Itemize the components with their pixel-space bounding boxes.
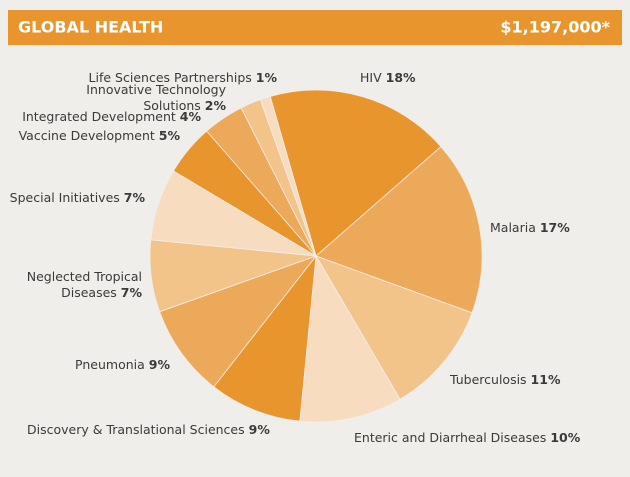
slice-label-name: Vaccine Development	[19, 128, 155, 143]
slice-label-name: Special Initiatives	[10, 190, 120, 205]
slice-label-name: Tuberculosis	[449, 372, 527, 387]
pie-slice	[159, 255, 318, 388]
slice-label-value: 11%	[531, 372, 561, 387]
chart-subtitle: $1,197,000*	[500, 18, 610, 37]
slice-label-name: Innovative Technology	[86, 82, 226, 97]
header-bar	[8, 10, 622, 45]
slice-label-name: Malaria	[490, 220, 536, 235]
chart-title: GLOBAL HEALTH	[18, 18, 163, 37]
slice-label-name: Integrated Development	[22, 109, 176, 124]
slice-label-value: 9%	[249, 422, 271, 437]
slice-label-name: Discovery & Translational Sciences	[27, 422, 245, 437]
slice-label-value: 7%	[121, 285, 143, 300]
slice-label: Life Sciences Partnerships 1%	[89, 70, 278, 85]
slice-label-value: 17%	[540, 220, 570, 235]
slice-label: Vaccine Development 5%	[19, 128, 181, 143]
slice-label-value: 18%	[386, 70, 416, 85]
slice-label: Tuberculosis 11%	[449, 372, 561, 387]
slice-label: Special Initiatives 7%	[10, 190, 146, 205]
line-break: Diseases	[61, 285, 121, 300]
pie-slice	[299, 254, 401, 423]
slice-label-name: Life Sciences Partnerships	[89, 70, 252, 85]
pie-slice	[269, 89, 442, 257]
slice-label-value: 9%	[149, 357, 171, 372]
pie-slice	[213, 254, 317, 422]
slice-label-value: 7%	[124, 190, 146, 205]
slice-label-value: 10%	[550, 430, 580, 445]
slice-label: HIV 18%	[360, 70, 416, 85]
slice-label-name: Neglected Tropical	[27, 269, 142, 284]
slice-label: Neglected Tropical Diseases 7%	[27, 269, 143, 300]
slice-label-value: 4%	[180, 109, 202, 124]
slice-label-value: 5%	[159, 128, 181, 143]
slice-label: Pneumonia 9%	[75, 357, 170, 372]
slice-label: Malaria 17%	[490, 220, 570, 235]
slice-label-name: Pneumonia	[75, 357, 145, 372]
pie-slice	[315, 146, 483, 314]
line-break: Solutions	[143, 98, 204, 113]
pie-slice	[315, 255, 473, 400]
pie-slice	[259, 95, 317, 257]
slice-label: Discovery & Translational Sciences 9%	[27, 422, 270, 437]
slice-label-value: 1%	[256, 70, 278, 85]
slice-label: Enteric and Diarrheal Diseases 10%	[354, 430, 581, 445]
slice-label-name: Enteric and Diarrheal Diseases	[354, 430, 546, 445]
slice-label-value: 2%	[205, 98, 227, 113]
slice-label: Innovative Technology Solutions 2%	[86, 82, 226, 113]
slice-label-name: HIV	[360, 70, 382, 85]
slice-label: Integrated Development 4%	[22, 109, 201, 124]
